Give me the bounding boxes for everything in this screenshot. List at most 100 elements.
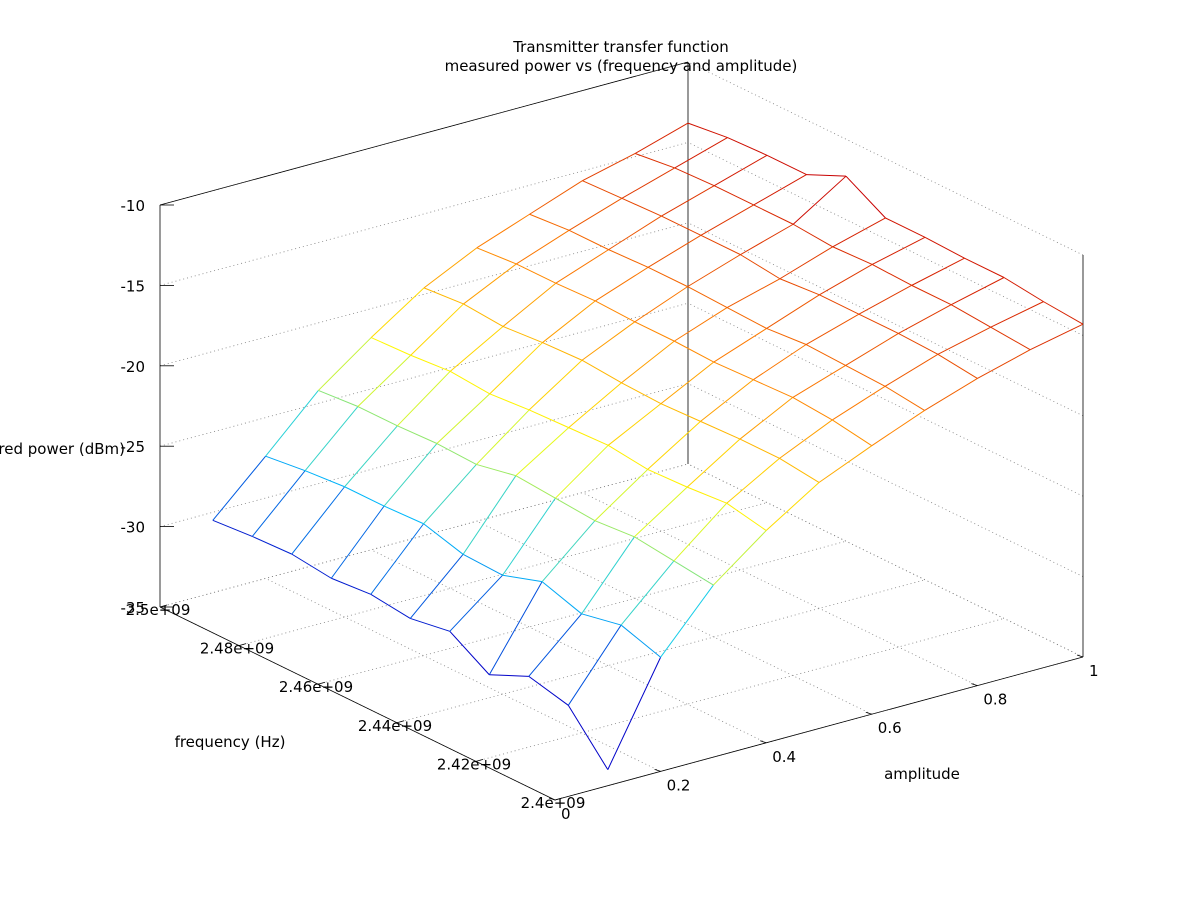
surface-mesh-line: [423, 464, 477, 525]
surface-mesh-line: [542, 342, 583, 361]
surface-mesh-line: [884, 385, 925, 411]
surface-mesh-line: [370, 523, 425, 595]
surface-mesh-line: [515, 475, 556, 499]
surface-mesh-line: [581, 613, 622, 626]
surface-mesh-line: [516, 263, 557, 284]
y-tick-label: 0: [561, 805, 571, 823]
surface-mesh-line: [673, 502, 728, 562]
surface-mesh-line: [727, 137, 768, 156]
surface-mesh-line: [661, 185, 715, 217]
surface-mesh-line: [594, 520, 635, 538]
surface-mesh-line: [674, 307, 728, 342]
surface-mesh-line: [568, 382, 622, 428]
surface-mesh-line: [423, 287, 464, 305]
y-tick-mark: [548, 797, 556, 801]
surface-mesh-line: [647, 468, 688, 488]
base-grid-line: [396, 579, 926, 724]
surface-mesh-line: [594, 469, 649, 522]
surface-mesh-line: [462, 475, 517, 555]
x-tick-mark: [396, 720, 405, 724]
surface-mesh-line: [674, 167, 715, 187]
surface-mesh-line: [647, 420, 701, 470]
surface-mesh-line: [291, 553, 332, 579]
y-tick-mark: [971, 683, 978, 686]
surface-mesh-line: [806, 174, 847, 177]
surface-mesh-line: [449, 326, 504, 372]
surface-mesh-line: [449, 370, 490, 395]
surface-mesh-line: [766, 154, 807, 176]
surface-mesh-line: [318, 337, 372, 391]
tick-labels: 2.4e+09 2.42e+09 2.44e+09 2.46e+09 2.48e+09 2…: [121, 197, 1099, 823]
surface-mesh-line: [607, 403, 662, 446]
surface-mesh-line: [516, 229, 570, 265]
surface-mesh-line: [990, 301, 1044, 328]
surface-mesh-line: [713, 361, 754, 381]
surface-mesh-line: [753, 204, 794, 225]
z-axis-label: measured power (dBm): [0, 440, 125, 458]
surface-mesh-line: [265, 390, 319, 457]
surface-mesh-line: [410, 617, 450, 632]
surface-mesh-line: [937, 353, 978, 379]
surface-mesh-line: [845, 333, 899, 366]
surface-mesh-line: [634, 122, 689, 154]
surface-mesh-line: [739, 438, 780, 459]
surface-mesh-line: [621, 167, 675, 199]
surface-mesh-line: [792, 396, 833, 421]
surface-mesh-line: [607, 444, 648, 470]
surface-mesh-line: [567, 624, 622, 706]
surface-mesh-line: [409, 553, 464, 619]
z-tick-label: -35: [121, 599, 146, 617]
x-tick-label: 2.42e+09: [437, 755, 511, 773]
surface-mesh-line: [792, 175, 847, 225]
surface-mesh-line: [832, 385, 886, 421]
surface-mesh-line: [845, 364, 886, 387]
surface-mesh-line: [871, 410, 925, 447]
surface-mesh-line: [964, 257, 1005, 278]
wall-grid-line: [687, 463, 1084, 658]
surface-mesh-line: [924, 378, 978, 411]
x-tick-label: 2.5e+09: [126, 601, 191, 619]
surface-mesh-line: [463, 303, 504, 327]
z-tick-label: -15: [121, 277, 146, 295]
surface-mesh-line: [489, 393, 530, 411]
surface-mesh-line: [449, 574, 503, 632]
surface-mesh-line: [529, 180, 583, 215]
y-tick-label: 0.2: [667, 776, 691, 794]
z-tick-label: -30: [121, 519, 146, 537]
surface-mesh-line: [410, 303, 464, 356]
surface-mesh-line: [304, 406, 359, 471]
surface-mesh-line: [740, 254, 781, 280]
surface-mesh-line: [370, 337, 411, 356]
base-grid-line: [687, 463, 1084, 658]
surface-mesh-line: [344, 486, 385, 507]
surface-mesh-line: [792, 365, 846, 398]
surface-mesh-line: [568, 229, 609, 251]
surface-mesh-line: [621, 340, 675, 384]
surface-mesh-line: [397, 370, 451, 427]
surface-mesh-line: [476, 409, 530, 465]
surface-mesh-line: [581, 536, 635, 615]
surface-mesh-line: [528, 359, 583, 411]
surface-mesh-line: [726, 307, 767, 329]
surface-mesh-line: [779, 278, 820, 296]
surface-mesh-line: [660, 361, 715, 405]
surface-mesh-line: [212, 455, 266, 521]
surface-mesh-line: [383, 505, 424, 525]
surface-mesh-line: [765, 482, 820, 531]
surface-mesh-line: [463, 263, 517, 305]
surface-mesh-line: [488, 581, 543, 675]
z-tick-label: -20: [121, 358, 146, 376]
surface-mesh-line: [423, 523, 464, 555]
surface-mesh-line: [541, 520, 596, 582]
surface-mesh-line: [713, 530, 767, 586]
surface-mesh-line: [805, 313, 860, 345]
base-grid-line: [582, 492, 978, 686]
y-tick-mark: [1076, 654, 1084, 658]
x-tick-mark: [317, 681, 326, 685]
surface-mesh-line: [370, 593, 411, 619]
surface-mesh-line: [567, 705, 609, 770]
surface-mesh-line: [595, 300, 636, 323]
surface-mesh-line: [252, 535, 293, 555]
surface-mesh-line: [423, 247, 478, 289]
